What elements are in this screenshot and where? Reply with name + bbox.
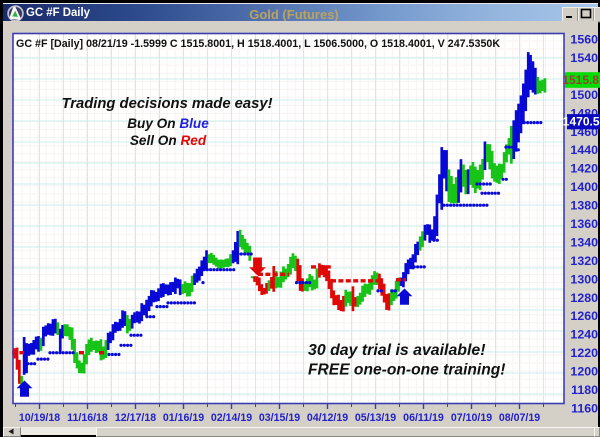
svg-text:1340: 1340	[570, 235, 598, 249]
svg-text:01/16/19: 01/16/19	[163, 412, 204, 424]
svg-text:03/15/19: 03/15/19	[259, 412, 300, 424]
svg-text:08/07/19: 08/07/19	[499, 412, 540, 424]
svg-text:1220: 1220	[570, 346, 598, 360]
svg-text:1560: 1560	[570, 33, 598, 47]
svg-text:06/11/19: 06/11/19	[403, 412, 444, 424]
svg-text:11/16/18: 11/16/18	[67, 412, 108, 424]
svg-text:1260: 1260	[570, 309, 598, 323]
svg-text:1240: 1240	[570, 328, 598, 342]
svg-text:07/10/19: 07/10/19	[451, 412, 492, 424]
svg-text:1540: 1540	[570, 51, 598, 65]
svg-text:1180: 1180	[571, 383, 598, 397]
svg-text:04/12/19: 04/12/19	[307, 412, 348, 424]
svg-text:12/17/18: 12/17/18	[115, 412, 156, 424]
svg-text:GC #F [Daily] 08/21/19 -1.599: GC #F [Daily] 08/21/19 -1.5999 C 1515.80…	[16, 38, 500, 50]
svg-text:1320: 1320	[570, 254, 598, 268]
svg-text:Trading decisions made easy!: Trading decisions made easy!	[61, 96, 272, 112]
svg-text:1400: 1400	[570, 180, 598, 194]
svg-text:1160: 1160	[571, 401, 598, 415]
svg-text:1440: 1440	[570, 143, 598, 157]
svg-text:1380: 1380	[570, 199, 598, 213]
svg-text:1470.5: 1470.5	[563, 115, 600, 129]
svg-text:1500: 1500	[570, 88, 598, 102]
svg-text:02/14/19: 02/14/19	[211, 412, 252, 424]
svg-text:10/19/18: 10/19/18	[19, 412, 60, 424]
svg-text:1300: 1300	[570, 272, 598, 286]
svg-text:Buy On Blue: Buy On Blue	[127, 116, 209, 131]
svg-text:1360: 1360	[570, 217, 598, 231]
svg-text:1420: 1420	[570, 162, 598, 176]
svg-text:1280: 1280	[570, 291, 598, 305]
svg-text:1515.8: 1515.8	[562, 73, 599, 87]
svg-text:FREE one-on-one training!: FREE one-on-one training!	[308, 362, 506, 379]
svg-text:Sell On Red: Sell On Red	[130, 133, 207, 148]
svg-text:30 day trial is available!: 30 day trial is available!	[308, 342, 486, 359]
svg-text:05/13/19: 05/13/19	[355, 412, 396, 424]
svg-text:1200: 1200	[570, 365, 598, 379]
